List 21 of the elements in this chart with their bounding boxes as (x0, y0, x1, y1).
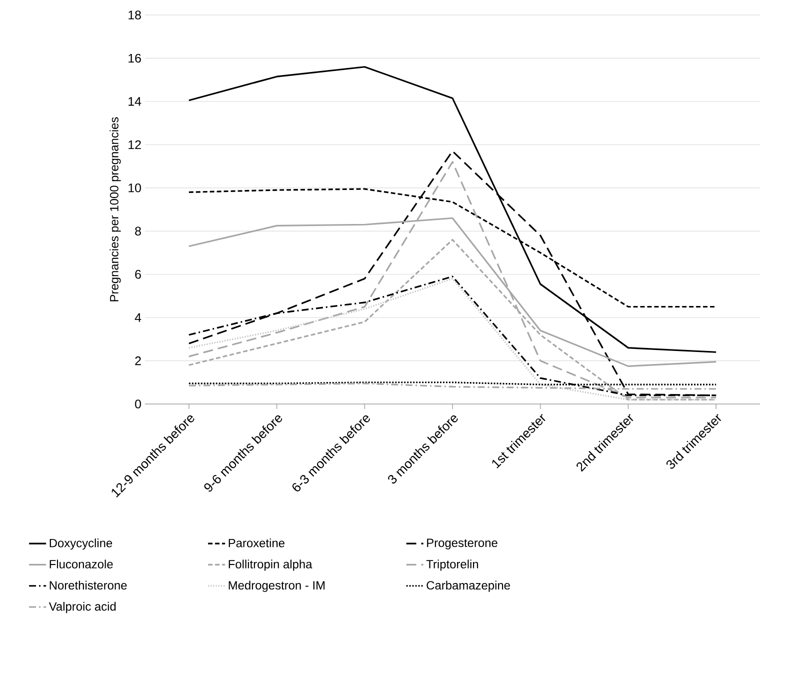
legend-label: Follitropin alpha (228, 560, 312, 571)
legend-label: Progesterone (427, 538, 498, 550)
y-tick-label: 8 (135, 226, 141, 236)
legend-label: Fluconazole (50, 560, 113, 568)
y-tick-label: 14 (128, 97, 142, 106)
y-axis-title: Pregnancies per 1000 pregnancies (110, 117, 121, 302)
y-tick-label: 16 (128, 54, 141, 63)
legend-label: Triptorelin (426, 560, 478, 571)
y-tick-label: 6 (135, 270, 141, 279)
y-tick-label: 0 (135, 400, 141, 408)
legend-label: Valproic acid (48, 602, 116, 614)
y-tick-label: 18 (128, 10, 141, 20)
y-tick-label: 12 (128, 140, 141, 150)
legend-label: Paroxetine (228, 538, 284, 548)
legend-label: Carbamazepine (426, 580, 510, 592)
legend-label: Norethisterone (50, 580, 127, 590)
legend-label: Medrogestron - IM (228, 580, 325, 592)
y-tick-label: 2 (135, 356, 141, 366)
y-tick-label: 4 (134, 313, 142, 322)
y-tick-label: 10 (128, 183, 141, 192)
legend-label: Doxycycline (50, 538, 112, 550)
